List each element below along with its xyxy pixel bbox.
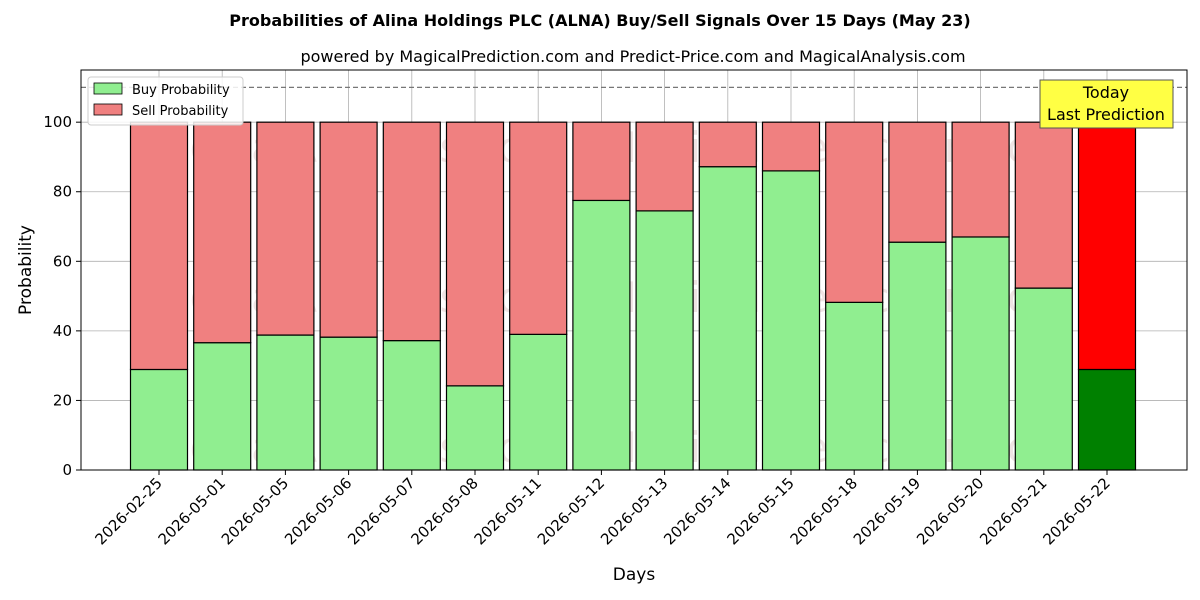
bar-sell [635,121,694,212]
bar-sell [193,121,252,344]
x-axis-ticks: 2026-02-252026-05-012026-05-052026-05-06… [91,470,1114,548]
bar-sell [761,121,821,172]
chart-subtitle: powered by MagicalPrediction.com and Pre… [300,47,965,66]
bar-sell [129,121,189,371]
y-tick-label: 0 [62,461,72,479]
bar-sell [382,121,441,342]
legend-label-buy: Buy Probability [132,83,230,98]
bar-buy [445,385,505,471]
bar-buy [129,368,189,471]
bar-buy [635,210,694,471]
x-tick-label: 2026-05-11 [471,474,545,548]
bars [129,121,1137,471]
bar-buy [509,333,568,471]
bar-sell [256,121,315,336]
y-axis-label: Probability [16,225,36,315]
bar-sell [445,121,505,387]
x-tick-label: 2026-05-05 [218,474,292,548]
x-axis-label: Days [613,565,656,585]
bar-buy [572,199,631,471]
y-tick-label: 60 [53,252,72,270]
bar-sell [888,121,947,243]
x-tick-label: 2026-05-20 [913,474,987,548]
bar-buy [193,342,252,471]
bar-buy [256,334,315,471]
y-axis-ticks: 0 20 40 60 80 100 [43,113,81,479]
y-tick-label: 20 [53,391,72,409]
bar-sell [1014,121,1073,289]
bar-sell [951,121,1010,238]
x-tick-label: 2026-05-18 [787,474,861,548]
bar-sell [825,121,884,303]
y-tick-label: 100 [43,113,72,131]
bar-buy [382,340,441,471]
legend-swatch-sell [93,103,123,116]
x-tick-label: 2026-05-15 [723,474,797,548]
x-tick-label: 2026-05-14 [660,474,734,548]
legend-frame [87,76,244,126]
legend-label-sell: Sell Probability [132,104,229,119]
bar-buy [951,236,1010,471]
plot-frame [80,69,1188,471]
annotation-line-2: Last Prediction [1047,105,1165,124]
x-tick-label: 2026-05-22 [1039,474,1113,548]
y-tick-label: 40 [53,322,72,340]
x-tick-label: 2026-05-08 [407,474,481,548]
bar-sell [319,121,378,338]
x-tick-label: 2026-05-06 [281,474,355,548]
bar-buy [888,241,947,471]
bar-sell [572,121,631,202]
bar-sell [509,121,568,335]
x-tick-label: 2026-05-01 [155,474,229,548]
bar-buy [698,166,757,471]
y-tick-label: 80 [53,183,72,201]
bar-sell [698,121,757,168]
chart-title: Probabilities of Alina Holdings PLC (ALN… [229,11,970,30]
bar-sell [1077,121,1137,371]
bar-buy [319,336,378,471]
today-annotation: Today Last Prediction [1039,79,1174,129]
x-tick-label: 2026-05-13 [597,474,671,548]
bar-buy [761,170,821,471]
x-tick-label: 2026-05-12 [534,474,608,548]
bar-buy [825,301,884,471]
bar-buy [1077,368,1137,471]
x-tick-label: 2026-05-07 [344,474,418,548]
annotation-box [1039,79,1174,129]
x-tick-label: 2026-05-19 [850,474,924,548]
annotation-line-1: Today [1082,83,1129,102]
x-tick-label: 2026-05-21 [976,474,1050,548]
legend-swatch-buy [93,82,123,95]
legend: Buy Probability Sell Probability [87,76,244,126]
x-tick-label: 2026-02-25 [91,474,165,548]
bar-buy [1014,287,1073,471]
